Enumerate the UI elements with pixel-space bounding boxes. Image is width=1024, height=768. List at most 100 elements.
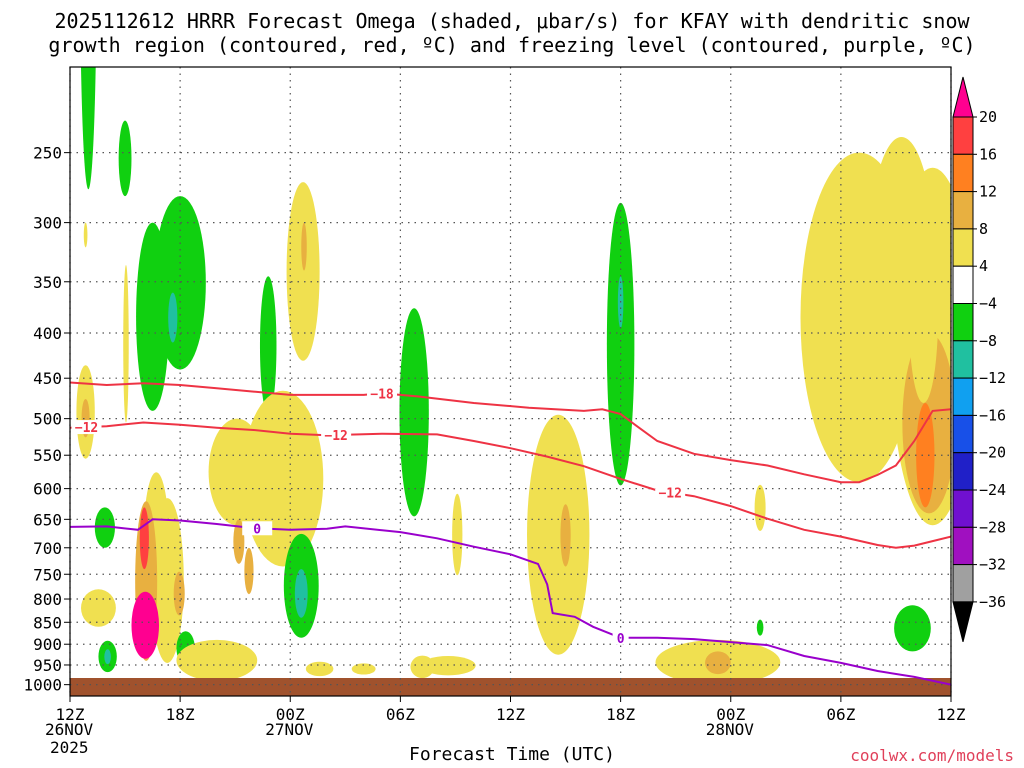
contour-label-bg-extra-0 (71, 420, 102, 435)
x-tick-label-1: 18Z (166, 705, 195, 724)
shaded-region-23 (244, 547, 254, 595)
shaded-region-22 (233, 519, 245, 564)
shaded-region-31 (452, 493, 463, 576)
colorbar-swatch-2 (952, 153, 974, 193)
colorbar-label-12: −32 (979, 556, 1006, 574)
colorbar-swatch-6 (952, 303, 974, 342)
colorbar-swatch-9 (952, 414, 974, 454)
colorbar-label-9: −20 (979, 444, 1006, 462)
shaded-region-9 (94, 507, 115, 548)
ground-surface (70, 678, 951, 696)
colorbar-label-13: −36 (979, 593, 1006, 611)
shaded-region-12 (259, 276, 277, 415)
shaded-region-33 (351, 663, 376, 675)
colorbar-label-8: −16 (979, 406, 1006, 424)
y-tick-label-1000: 1000 (23, 676, 62, 695)
colorbar-swatch-12 (952, 526, 974, 566)
colorbar-label-1: 16 (979, 145, 997, 163)
colorbar-swatch-5 (952, 265, 974, 305)
date-year-label-0: 2025 (50, 738, 89, 757)
x-tick-label-7: 06Z (826, 705, 855, 724)
shaded-region-11 (301, 222, 307, 271)
y-tick-label-600: 600 (33, 480, 62, 499)
y-axis: 250 300 350 400 450 500 550 600 650 700 750 800 850 9… (23, 144, 70, 695)
colorbar-label-7: −12 (979, 369, 1006, 387)
colorbar-label-2: 12 (979, 183, 997, 201)
y-tick-label-800: 800 (33, 590, 62, 609)
contour-label--12: −12 (324, 429, 347, 444)
shaded-region-29 (104, 649, 111, 665)
shaded-region-6 (123, 264, 129, 423)
shaded-region-42 (754, 484, 766, 531)
shaded-region-48 (908, 222, 939, 403)
contour-line--12 (70, 421, 951, 549)
contour-label-bg--18 (367, 386, 398, 401)
shaded-region-24 (176, 639, 258, 681)
contour-label--18: −18 (370, 387, 394, 402)
shaded-region-36 (527, 414, 590, 655)
shaded-region-20 (173, 571, 185, 616)
shaded-region-5 (168, 292, 178, 343)
date-label-0: 26NOV (45, 720, 94, 739)
date-label-1: 27NOV (265, 720, 314, 739)
shaded-region-38 (606, 202, 635, 486)
colorbar-swatch-13 (952, 564, 974, 603)
chart-title-line2: growth region (contoured, red, ºC) and f… (48, 33, 976, 57)
credit-link[interactable]: coolwx.com/models (850, 746, 1014, 765)
colorbar-label-0: 20 (979, 108, 997, 126)
x-tick-label-6: 00Z (716, 705, 745, 724)
shaded-region-19 (131, 591, 160, 659)
shaded-region-26 (294, 569, 308, 618)
y-tick-label-950: 950 (33, 656, 62, 675)
x-tick-label-5: 18Z (606, 705, 635, 724)
shaded-region-41 (705, 651, 731, 675)
y-tick-label-700: 700 (33, 539, 62, 558)
colorbar-label-3: 8 (979, 220, 988, 238)
contour-label-extra-1: −12 (658, 487, 681, 502)
contour-label-bg-extra-1 (655, 485, 686, 500)
colorbar-label-4: 4 (979, 257, 988, 275)
chart-title-line1: 2025112612 HRRR Forecast Omega (shaded, … (54, 9, 970, 33)
shaded-region-2 (83, 222, 88, 248)
y-tick-label-300: 300 (33, 214, 62, 233)
y-tick-label-900: 900 (33, 635, 62, 654)
x-tick-label-3: 06Z (386, 705, 415, 724)
y-tick-label-500: 500 (33, 410, 62, 429)
contour-label-extra-0: −12 (75, 421, 98, 436)
contour-line--18 (70, 381, 951, 484)
colorbar-top-arrow (952, 76, 974, 118)
shaded-region-16 (150, 498, 184, 663)
colorbar-label-11: −28 (979, 518, 1006, 536)
colorbar-label-6: −8 (979, 332, 997, 350)
colorbar-swatch-10 (952, 452, 974, 491)
colorbar-swatch-11 (952, 489, 974, 528)
x-tick-label-0: 12Z (56, 705, 85, 724)
contour-label-bg-0 (242, 521, 273, 536)
contour-label-bg--12 (321, 427, 352, 442)
colorbar: 20 16 12 8 4 −4 −8 −12 −16 −20 −24 −28 −32 −36 (952, 76, 1006, 643)
x-tick-label-4: 12Z (496, 705, 525, 724)
shaded-region-27 (81, 589, 116, 627)
colorbar-swatch-8 (952, 377, 974, 416)
colorbar-label-5: −4 (979, 295, 997, 313)
y-tick-label-400: 400 (33, 324, 62, 343)
date-label-2: 28NOV (705, 720, 754, 739)
colorbar-swatch-3 (952, 191, 974, 230)
colorbar-label-10: −24 (979, 481, 1006, 499)
colorbar-bottom-arrow (952, 601, 974, 643)
colorbar-swatch-7 (952, 340, 974, 379)
shaded-region-0 (81, 67, 96, 190)
contour-label-bg-zero-2 (612, 630, 629, 645)
y-tick-label-750: 750 (33, 565, 62, 584)
y-tick-label-850: 850 (33, 613, 62, 632)
y-tick-label-350: 350 (33, 273, 62, 292)
contour-layer: −18 −12 0 −12 −12 0 (70, 381, 951, 686)
contour-label-0: 0 (253, 522, 261, 537)
shaded-region-37 (560, 504, 571, 567)
shaded-region-30 (399, 308, 429, 517)
shaded-region-32 (305, 661, 334, 677)
y-tick-label-650: 650 (33, 510, 62, 529)
y-tick-label-250: 250 (33, 144, 62, 163)
shaded-region-14 (242, 390, 324, 567)
